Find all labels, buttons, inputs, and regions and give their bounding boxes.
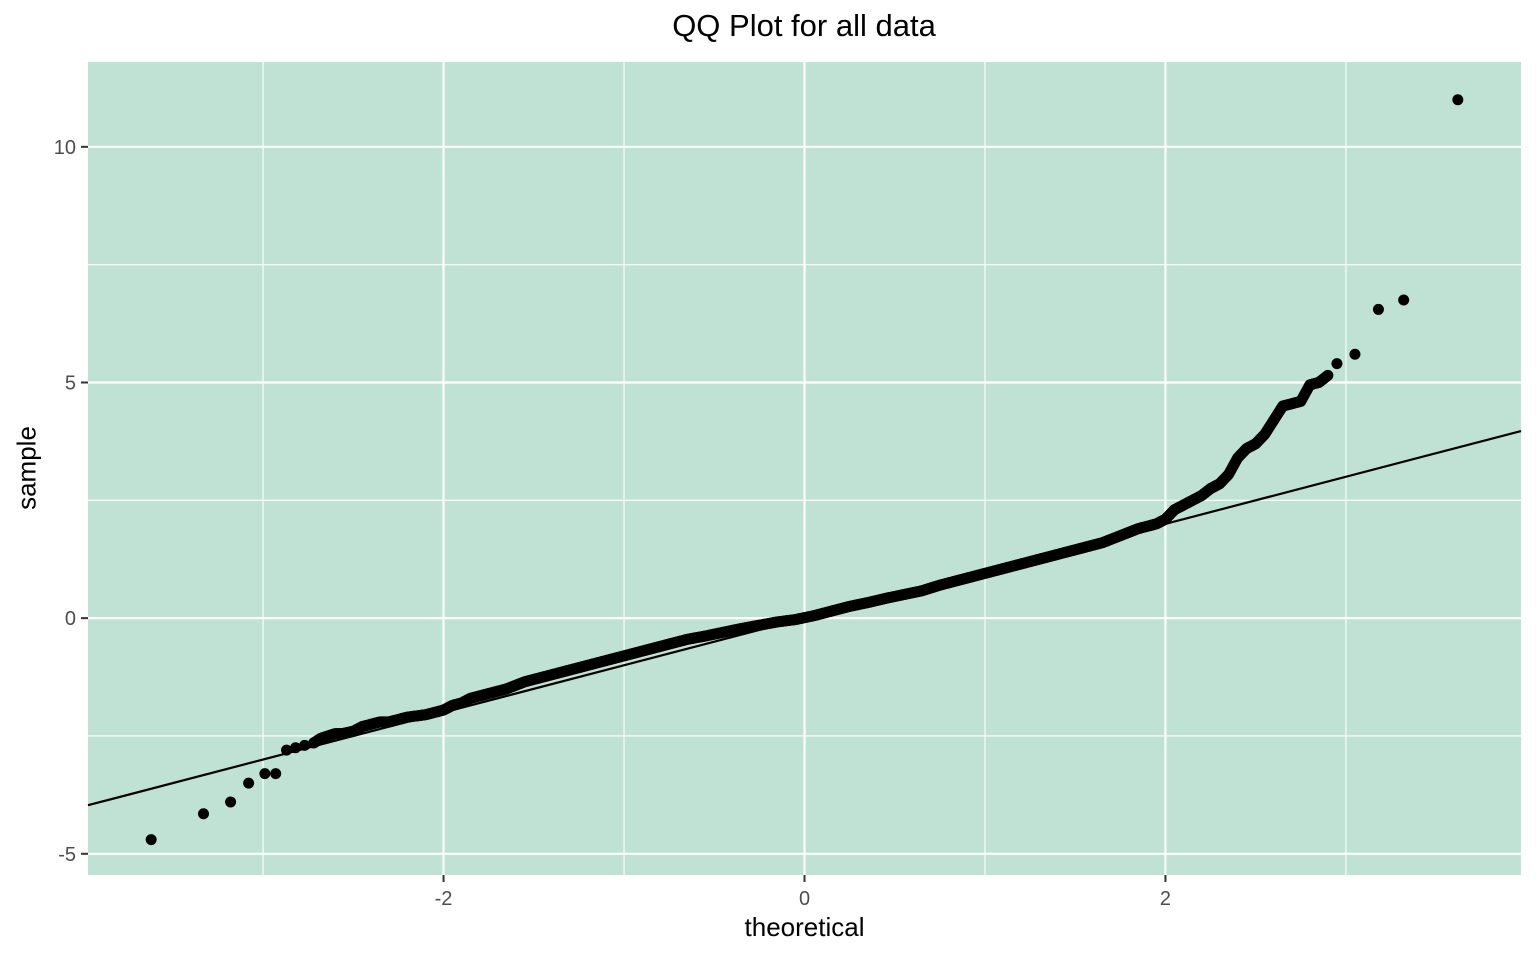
data-point [1452,94,1464,106]
data-point [243,777,255,789]
data-point [1322,369,1334,381]
x-tick-label: 2 [1160,888,1171,910]
data-point [1372,303,1384,315]
data-point [1331,358,1343,370]
data-point [145,834,157,846]
y-tick-label: -5 [58,844,76,866]
data-point [1398,294,1410,306]
data-point [198,808,210,820]
data-point [1349,348,1361,360]
y-tick-label: 10 [54,137,76,159]
x-axis-ticks: -2 0 2 [435,875,1171,910]
x-tick-label: 0 [799,888,810,910]
chart-title: QQ Plot for all data [672,8,936,43]
data-point [299,739,311,751]
x-axis-label: theoretical [744,912,865,942]
x-tick-label: -2 [435,888,453,910]
data-point [259,768,271,780]
data-points [145,94,1464,846]
y-tick-label: 0 [65,608,76,630]
data-point [281,744,293,756]
data-point [225,796,237,808]
y-axis-ticks: -5 0 5 10 [54,137,88,866]
data-point [290,742,302,754]
data-point [270,768,282,780]
y-axis-label: sample [11,426,42,510]
y-tick-label: 5 [65,372,76,394]
